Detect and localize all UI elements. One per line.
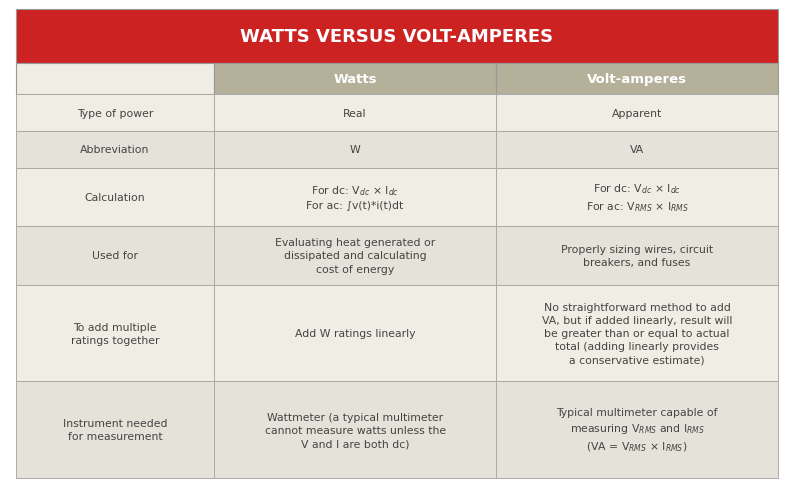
FancyBboxPatch shape	[16, 95, 214, 132]
FancyBboxPatch shape	[214, 132, 496, 168]
Text: To add multiple
ratings together: To add multiple ratings together	[71, 322, 160, 345]
Text: For dc: V$_{dc}$ × I$_{dc}$
For ac: V$_{RMS}$ × I$_{RMS}$: For dc: V$_{dc}$ × I$_{dc}$ For ac: V$_{…	[586, 182, 688, 213]
FancyBboxPatch shape	[214, 168, 496, 227]
FancyBboxPatch shape	[496, 285, 778, 382]
Text: VA: VA	[630, 145, 644, 155]
Text: Wattmeter (a typical multimeter
cannot measure watts unless the
V and I are both: Wattmeter (a typical multimeter cannot m…	[264, 412, 445, 448]
FancyBboxPatch shape	[16, 63, 214, 95]
FancyBboxPatch shape	[496, 168, 778, 227]
FancyBboxPatch shape	[214, 95, 496, 132]
FancyBboxPatch shape	[496, 227, 778, 285]
Text: Watts: Watts	[333, 73, 377, 86]
FancyBboxPatch shape	[16, 382, 214, 478]
Text: Evaluating heat generated or
dissipated and calculating
cost of energy: Evaluating heat generated or dissipated …	[275, 238, 435, 274]
FancyBboxPatch shape	[496, 63, 778, 95]
Text: For dc: V$_{dc}$ × I$_{dc}$
For ac: ∫v(t)*i(t)dt: For dc: V$_{dc}$ × I$_{dc}$ For ac: ∫v(t…	[306, 184, 403, 211]
FancyBboxPatch shape	[214, 382, 496, 478]
Text: Used for: Used for	[92, 251, 138, 261]
FancyBboxPatch shape	[214, 227, 496, 285]
FancyBboxPatch shape	[496, 132, 778, 168]
Text: Abbreviation: Abbreviation	[80, 145, 149, 155]
Text: Apparent: Apparent	[612, 108, 662, 119]
FancyBboxPatch shape	[16, 285, 214, 382]
Text: No straightforward method to add
VA, but if added linearly, result will
be great: No straightforward method to add VA, but…	[542, 302, 732, 365]
Text: Type of power: Type of power	[77, 108, 153, 119]
Text: Real: Real	[343, 108, 367, 119]
Text: Typical multimeter capable of
measuring V$_{RMS}$ and I$_{RMS}$
(VA = V$_{RMS}$ : Typical multimeter capable of measuring …	[557, 407, 718, 453]
Text: W: W	[349, 145, 360, 155]
FancyBboxPatch shape	[214, 63, 496, 95]
FancyBboxPatch shape	[16, 168, 214, 227]
FancyBboxPatch shape	[16, 227, 214, 285]
FancyBboxPatch shape	[214, 285, 496, 382]
FancyBboxPatch shape	[496, 95, 778, 132]
FancyBboxPatch shape	[16, 132, 214, 168]
FancyBboxPatch shape	[16, 10, 778, 63]
FancyBboxPatch shape	[496, 382, 778, 478]
Text: Calculation: Calculation	[85, 193, 145, 203]
Text: Volt-amperes: Volt-amperes	[587, 73, 687, 86]
Text: Add W ratings linearly: Add W ratings linearly	[295, 328, 415, 339]
Text: Properly sizing wires, circuit
breakers, and fuses: Properly sizing wires, circuit breakers,…	[561, 244, 713, 267]
Text: WATTS VERSUS VOLT-AMPERES: WATTS VERSUS VOLT-AMPERES	[241, 28, 553, 45]
Text: Instrument needed
for measurement: Instrument needed for measurement	[63, 418, 168, 442]
